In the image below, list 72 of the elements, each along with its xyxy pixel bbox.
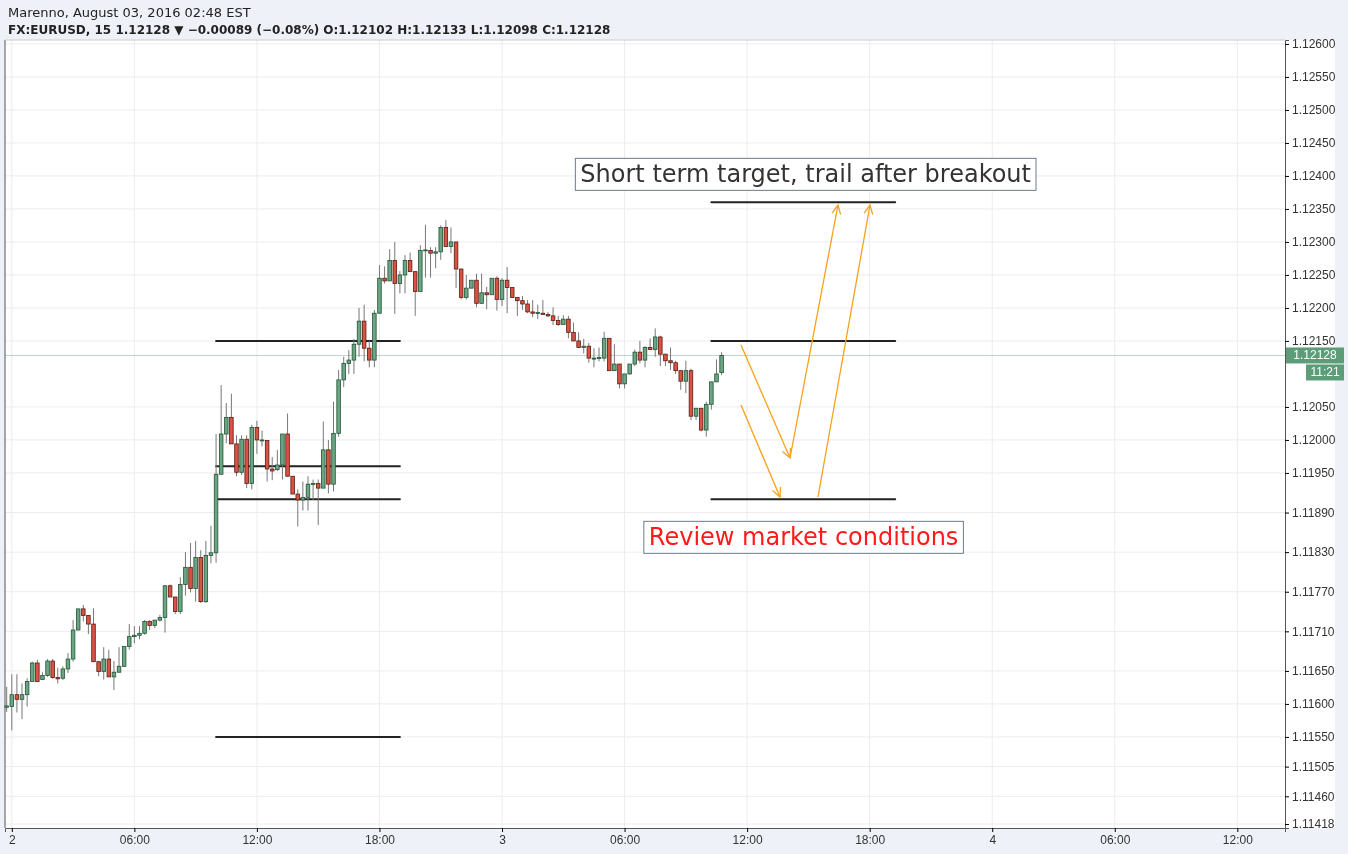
- x-tick-label: 18:00: [855, 832, 886, 847]
- candlestick: [316, 479, 321, 526]
- x-tick-label: 4: [989, 832, 997, 847]
- x-tick-label: 06:00: [1100, 832, 1131, 847]
- y-tick-label: 1.12550: [1292, 70, 1336, 85]
- candlestick: [14, 673, 20, 714]
- y-tick-label: 1.12050: [1292, 400, 1336, 415]
- candlestick: [653, 327, 658, 358]
- y-tick-label: 1.12500: [1292, 103, 1336, 118]
- candlestick: [443, 219, 449, 248]
- y-tick-label: 1.12000: [1292, 433, 1336, 448]
- x-tick-label: 12:00: [242, 832, 273, 847]
- x-tick-label: 3: [499, 832, 507, 847]
- candlestick: [719, 351, 724, 376]
- candlestick: [392, 241, 397, 315]
- candlestick: [188, 542, 193, 593]
- candlestick: [300, 481, 306, 512]
- candlestick: [591, 347, 597, 368]
- candlestick: [540, 299, 546, 316]
- candlestick: [647, 337, 653, 351]
- candlestick: [484, 286, 489, 310]
- candlestick: [428, 246, 433, 279]
- candlestick: [617, 363, 622, 389]
- y-tick-label: 1.12350: [1292, 202, 1336, 217]
- y-tick-label: 1.12250: [1292, 268, 1336, 283]
- candlestick: [601, 331, 607, 362]
- y-tick-label: 1.11418: [1292, 817, 1335, 832]
- ref-line-label: 1.12128: [1293, 348, 1338, 363]
- x-tick-label: 2: [8, 832, 16, 847]
- x-tick-label: 12:00: [1222, 832, 1254, 847]
- candlestick: [683, 360, 689, 394]
- y-tick-label: 1.12150: [1292, 334, 1336, 349]
- candlestick: [586, 342, 592, 364]
- y-tick-label: 1.11550: [1292, 730, 1335, 745]
- x-tick-label: 06:00: [610, 832, 641, 847]
- x-tick-label: 12:00: [732, 832, 763, 847]
- y-tick-label: 1.11505: [1292, 759, 1335, 774]
- annotation: Review market conditions: [648, 523, 959, 552]
- y-tick-label: 1.12200: [1292, 301, 1336, 316]
- y-tick-label: 1.11600: [1292, 697, 1335, 712]
- chart-title: Marenno, August 03, 2016 02:48 EST: [8, 5, 251, 20]
- chart-subtitle: FX:EURUSD, 15 1.12128 ▼ −0.00089 (−0.08%) O:1.12102 H:1.12133 L:1.12098 C:1.12128: [8, 23, 611, 37]
- y-tick-label: 1.12400: [1292, 169, 1336, 184]
- candlestick: [101, 646, 106, 681]
- candlestick: [387, 248, 392, 282]
- candlestick: [448, 226, 454, 254]
- candlestick: [642, 345, 648, 368]
- candlestick: [310, 479, 316, 501]
- y-tick-label: 1.11770: [1292, 585, 1335, 600]
- x-tick-label: 18:00: [364, 832, 396, 847]
- candlestick: [479, 273, 484, 304]
- y-tick-label: 1.11950: [1292, 466, 1335, 481]
- y-tick-label: 1.12450: [1292, 136, 1336, 151]
- candlestick: [612, 343, 617, 372]
- y-tick-label: 1.11460: [1292, 789, 1335, 804]
- y-tick-label: 1.12300: [1292, 235, 1336, 250]
- candlestick: [474, 273, 479, 308]
- candlestick: [106, 649, 112, 678]
- y-tick-label: 1.11830: [1292, 545, 1335, 560]
- candlestick: [111, 660, 117, 691]
- x-tick-label: 06:00: [119, 832, 151, 847]
- candlestick: [637, 340, 643, 364]
- candlestick: [254, 420, 260, 455]
- annotation: Short term target, trail after breakout: [580, 160, 1032, 189]
- candlestick: [494, 275, 500, 312]
- candlestick: [499, 277, 505, 307]
- y-tick-label: 1.11650: [1292, 664, 1335, 679]
- y-tick-label: 1.11710: [1292, 624, 1335, 639]
- text: 11:21: [1310, 365, 1340, 380]
- y-tick-label: 1.12600: [1292, 37, 1336, 52]
- y-tick-label: 1.11890: [1292, 505, 1335, 520]
- candlestick: [259, 430, 265, 448]
